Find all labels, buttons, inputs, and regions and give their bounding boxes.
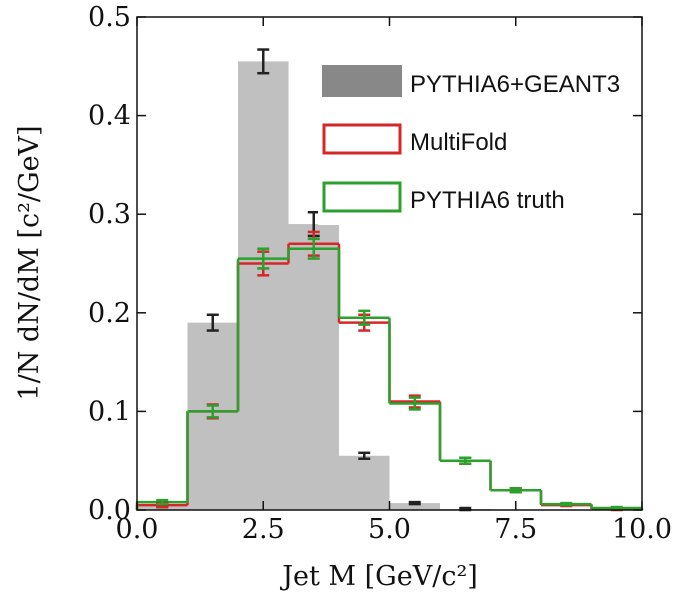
error-bar xyxy=(206,404,219,419)
error-bar xyxy=(509,487,522,494)
legend-swatch xyxy=(322,65,402,97)
y-tick-label: 0.3 xyxy=(88,199,131,230)
error-bar xyxy=(408,500,421,506)
x-tick-label: 7.5 xyxy=(494,514,537,545)
y-tick-label: 0.2 xyxy=(88,298,131,329)
error-bar xyxy=(156,498,169,506)
x-tick-label: 0.0 xyxy=(116,514,159,545)
x-axis-label: Jet M [GeV/c²] xyxy=(279,561,478,592)
error-bar xyxy=(257,247,270,270)
bar xyxy=(389,503,440,510)
y-tick-label: 0.5 xyxy=(88,2,131,33)
y-tick-label: 0.4 xyxy=(88,101,131,132)
legend-label: MultiFold xyxy=(410,129,507,156)
y-tick-label: 0.1 xyxy=(88,396,131,427)
error-bar xyxy=(408,396,421,411)
error-bar xyxy=(610,505,623,511)
error-bar xyxy=(257,48,270,75)
legend-label: PYTHIA6+GEANT3 xyxy=(410,71,620,98)
x-tick-label: 5.0 xyxy=(368,514,411,545)
legend-swatch xyxy=(322,123,402,155)
x-tick-label: 2.5 xyxy=(242,514,285,545)
bar xyxy=(288,224,339,510)
error-bar xyxy=(307,237,320,260)
y-axis-label: 1/N dN/dM [c²/GeV] xyxy=(14,125,45,400)
x-tick-label: 10.0 xyxy=(612,514,672,545)
error-bar xyxy=(358,451,371,460)
bar xyxy=(238,61,289,511)
bar xyxy=(339,455,390,510)
error-bar xyxy=(358,309,371,326)
error-bar xyxy=(459,456,472,465)
error-bar xyxy=(206,313,219,332)
legend-label: PYTHIA6 truth xyxy=(410,187,565,214)
y-tick-label: 0.0 xyxy=(88,495,131,526)
error-bar xyxy=(560,501,573,507)
legend-swatch xyxy=(322,181,402,213)
